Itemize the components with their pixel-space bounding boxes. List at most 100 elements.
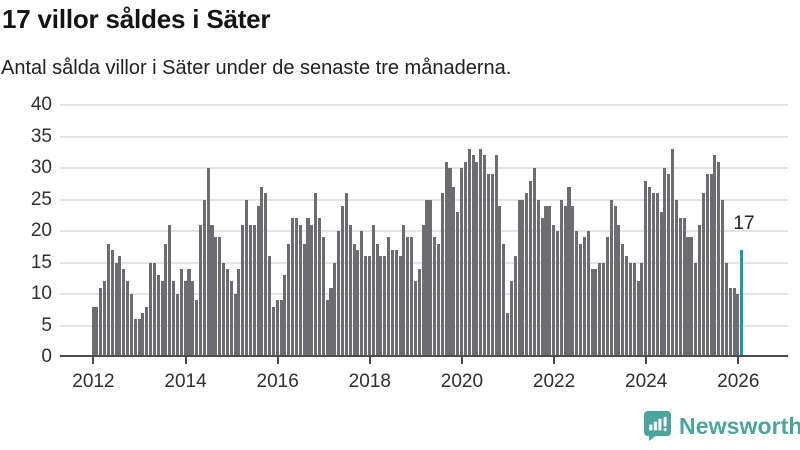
y-axis-tick-label: 20 <box>30 220 52 241</box>
bar <box>521 199 525 357</box>
bar <box>279 300 283 357</box>
bar <box>172 281 176 357</box>
bar <box>605 237 609 357</box>
bar <box>317 218 322 357</box>
bar <box>406 237 410 357</box>
bar <box>667 174 671 357</box>
bar <box>248 224 252 357</box>
bar <box>736 294 740 357</box>
bar <box>126 281 130 357</box>
x-axis-tick-label: 2024 <box>625 371 668 392</box>
bar <box>168 224 172 357</box>
bar <box>732 287 736 357</box>
y-axis-tick-label: 25 <box>30 188 52 210</box>
bar <box>436 243 441 357</box>
x-axis-tick-label: 2016 <box>256 371 299 392</box>
bar <box>694 262 698 357</box>
bar <box>141 312 145 357</box>
bar <box>444 161 448 357</box>
bar <box>383 256 387 357</box>
bar <box>448 168 452 357</box>
bar <box>256 205 260 357</box>
bar <box>659 212 663 357</box>
y-axis-tick-label: 5 <box>41 314 52 336</box>
x-axis-tick <box>460 357 463 364</box>
bar <box>475 161 479 357</box>
bar <box>563 205 567 357</box>
bar <box>352 243 356 357</box>
bar <box>498 205 502 357</box>
bar <box>329 287 333 357</box>
bar <box>398 256 402 357</box>
bar <box>671 149 675 357</box>
bar <box>440 193 444 357</box>
bar <box>402 224 406 357</box>
bar <box>721 199 725 357</box>
bar <box>252 224 256 357</box>
bar <box>314 193 318 357</box>
bar <box>99 287 103 357</box>
bar <box>425 199 429 357</box>
bar <box>229 281 233 357</box>
bar <box>129 294 133 357</box>
bar <box>471 155 475 357</box>
bar <box>421 224 425 357</box>
bar <box>594 268 598 357</box>
newsworthy-wordmark: Newsworthy <box>679 412 800 439</box>
bar <box>152 262 156 357</box>
bar <box>571 205 575 357</box>
bar <box>333 262 337 357</box>
bar <box>648 186 652 357</box>
bar <box>709 174 713 357</box>
bar <box>149 262 153 357</box>
bar <box>325 300 329 357</box>
bar <box>364 256 368 357</box>
bar <box>617 224 621 357</box>
bar <box>348 224 352 357</box>
bar <box>241 224 245 357</box>
bar <box>452 186 456 357</box>
x-axis-tick-label: 2020 <box>440 371 484 392</box>
bar <box>483 155 487 357</box>
bar <box>410 237 414 357</box>
x-axis-tick <box>368 357 371 364</box>
bar <box>628 262 632 357</box>
last-value-annotation: 17 <box>733 213 755 234</box>
bar <box>187 268 191 357</box>
bar <box>375 243 379 357</box>
bar <box>156 275 160 357</box>
bar <box>548 205 552 357</box>
bar <box>321 237 325 357</box>
bar <box>559 199 563 357</box>
bar <box>494 155 498 357</box>
bar <box>586 231 590 357</box>
bar <box>160 281 164 357</box>
bar <box>536 199 540 357</box>
y-axis-tick-label: 30 <box>30 157 52 178</box>
bar <box>137 319 141 357</box>
bar <box>237 268 241 357</box>
bar <box>118 256 122 357</box>
x-axis-line <box>60 355 788 357</box>
bar <box>164 243 168 357</box>
bar <box>552 224 556 357</box>
bar <box>544 205 548 357</box>
bar <box>429 199 433 357</box>
bar <box>621 243 625 357</box>
bar <box>360 231 364 357</box>
x-axis-tick-label: 2022 <box>532 371 576 392</box>
bar <box>717 161 721 357</box>
bar <box>394 249 398 357</box>
bar <box>540 218 544 357</box>
bar <box>195 300 199 357</box>
bar <box>417 268 421 357</box>
bar <box>625 256 629 357</box>
bar <box>467 149 471 357</box>
bar <box>602 262 606 357</box>
bar <box>275 300 279 357</box>
bar <box>525 193 529 357</box>
gridline <box>60 167 788 169</box>
bar <box>390 249 394 357</box>
bar <box>133 319 137 357</box>
